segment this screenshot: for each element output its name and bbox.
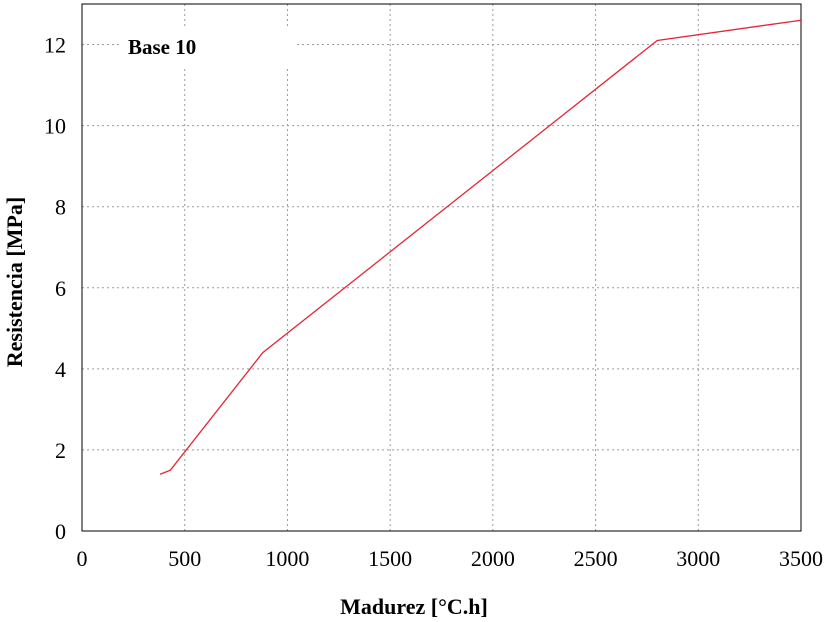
x-tick-label: 1500: [368, 546, 412, 571]
x-tick-label: 3000: [676, 546, 720, 571]
annotation-background: [120, 28, 295, 66]
x-tick-label: 500: [168, 546, 201, 571]
y-tick-label: 4: [55, 357, 66, 382]
y-axis-title: Resistencia [MPa]: [2, 197, 27, 367]
x-tick-label: 1000: [265, 546, 309, 571]
x-tick-label: 2000: [471, 546, 515, 571]
series-layer: [159, 19, 802, 475]
x-tick-label: 3500: [779, 546, 823, 571]
x-tick-label: 0: [77, 546, 88, 571]
x-axis-title: Madurez [°C.h]: [340, 594, 488, 619]
annotation-base-10: Base 10: [128, 35, 196, 59]
y-tick-label: 12: [44, 33, 66, 58]
y-tick-label: 0: [55, 519, 66, 544]
plot-frame: [81, 3, 802, 532]
y-tick-label: 6: [55, 276, 66, 301]
grid-lines: [82, 4, 801, 531]
y-tick-label: 2: [55, 438, 66, 463]
tick-labels: 0 500 1000 1500 2000 2500 3000 3500 0 2 4 6 8 10 12: [44, 33, 823, 571]
y-tick-label: 10: [44, 114, 66, 139]
y-tick-label: 8: [55, 195, 66, 220]
series-line-1: [159, 19, 802, 475]
x-tick-label: 2500: [574, 546, 618, 571]
